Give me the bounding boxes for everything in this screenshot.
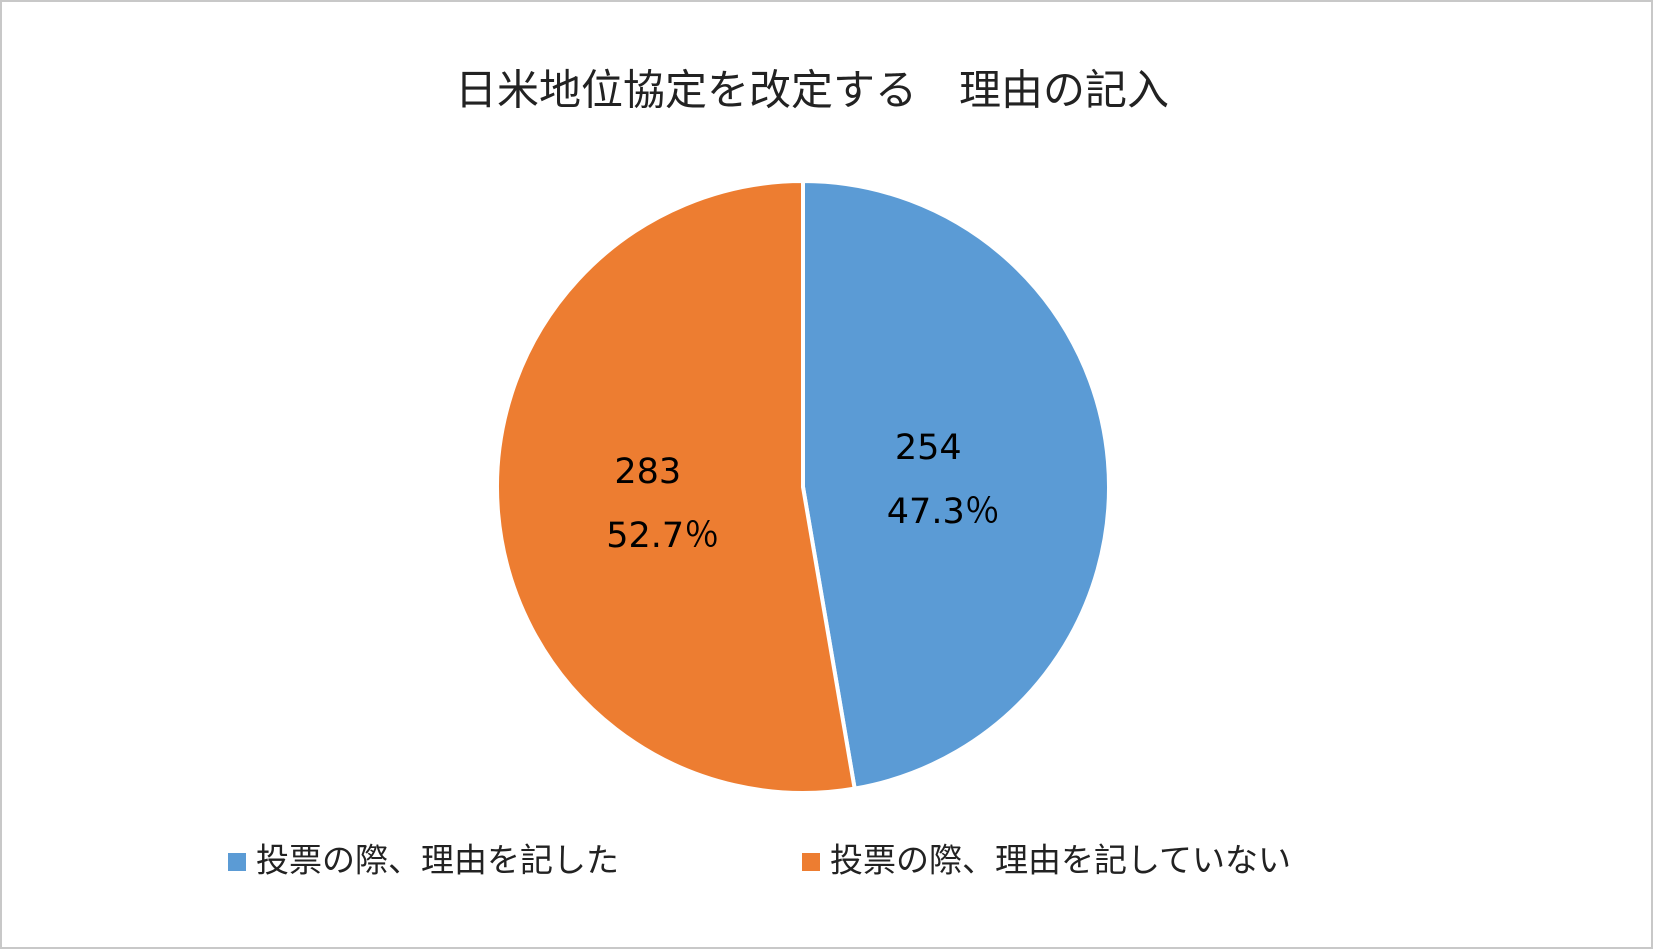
legend-label: 投票の際、理由を記していない (830, 841, 1291, 880)
legend-label: 投票の際、理由を記した (256, 841, 619, 880)
pie-slice (495, 178, 857, 795)
data-label: 254 (895, 428, 962, 468)
percent-label: 52.7％ (606, 516, 719, 556)
data-label: 283 (614, 452, 681, 492)
legend-swatch (802, 853, 820, 871)
legend-swatch (228, 853, 246, 871)
pie-slice (801, 178, 1111, 791)
chart-title: 日米地位協定を改定する 理由の記入 (455, 66, 1169, 115)
percent-label: 47.3％ (887, 492, 1000, 532)
